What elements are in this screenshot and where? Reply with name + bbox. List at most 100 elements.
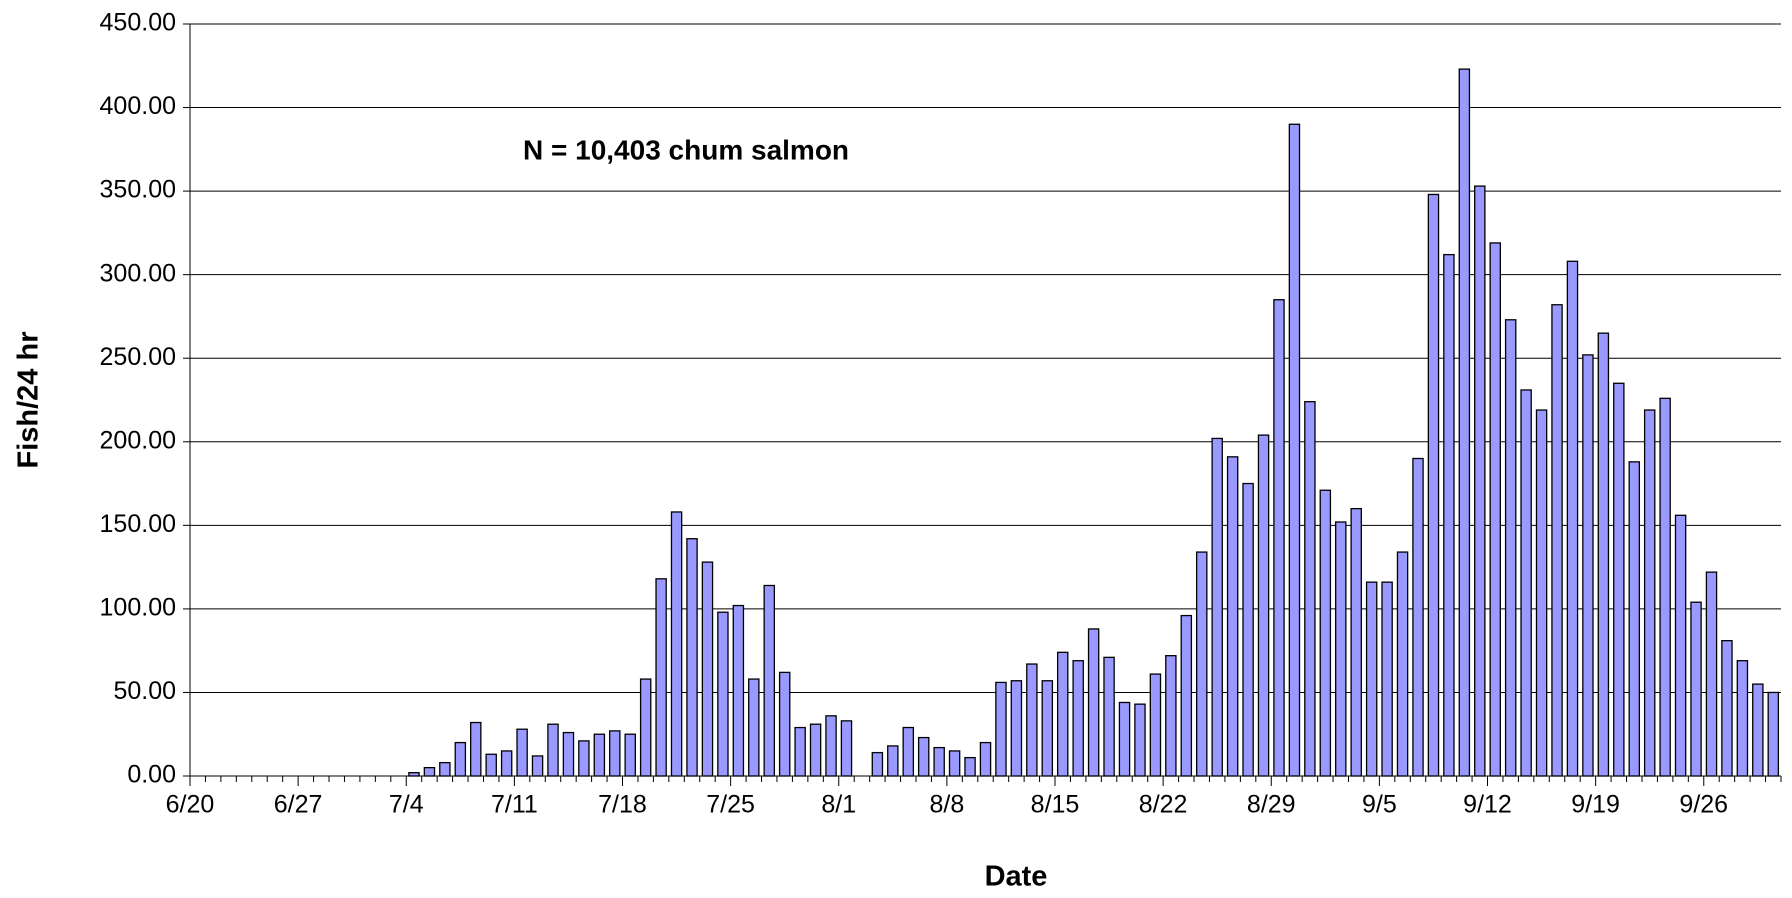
- bar: [1396, 551, 1409, 777]
- bar: [1659, 397, 1671, 777]
- bar: [1010, 680, 1023, 777]
- x-tick-label: 8/1: [821, 791, 856, 819]
- bar: [1566, 260, 1579, 777]
- y-tick-label: 300.00: [100, 259, 176, 287]
- bar: [485, 753, 497, 777]
- bar: [1690, 601, 1702, 777]
- bar: [1705, 571, 1718, 777]
- x-tick-label: 6/27: [274, 791, 323, 819]
- bar: [840, 720, 853, 777]
- bar: [1736, 660, 1749, 777]
- x-tick-label: 9/5: [1362, 791, 1397, 819]
- x-tick-label: 8/22: [1139, 791, 1188, 819]
- x-axis-title: Date: [985, 861, 1048, 893]
- bar: [1597, 332, 1610, 777]
- bar: [1026, 663, 1038, 777]
- bar: [1196, 551, 1208, 777]
- bar: [516, 728, 528, 777]
- bar: [670, 511, 683, 777]
- bar: [1474, 185, 1486, 777]
- bar: [423, 766, 436, 777]
- bar: [1180, 614, 1193, 777]
- bar: [995, 681, 1007, 777]
- bar: [1443, 253, 1455, 777]
- bar: [578, 740, 590, 777]
- bar: [454, 741, 467, 777]
- bar: [439, 761, 451, 777]
- y-tick-label: 350.00: [100, 176, 176, 204]
- bar: [1211, 437, 1223, 777]
- x-tick-label: 9/26: [1679, 791, 1728, 819]
- bar: [1103, 656, 1115, 777]
- bar: [1165, 655, 1177, 777]
- bar: [1056, 651, 1069, 777]
- x-tick-label: 7/4: [389, 791, 424, 819]
- annotation: N = 10,403 chum salmon: [523, 134, 849, 165]
- bar: [624, 733, 636, 777]
- x-tick-label: 8/8: [930, 791, 965, 819]
- bar: [1535, 409, 1548, 777]
- bar: [1118, 701, 1131, 777]
- bar: [686, 538, 698, 777]
- bar: [933, 746, 945, 777]
- bar: [1458, 68, 1471, 777]
- bar: [1288, 123, 1301, 777]
- bar: [1582, 354, 1594, 777]
- bar: [948, 750, 961, 777]
- x-tick-label: 9/19: [1571, 791, 1620, 819]
- bar: [1319, 489, 1332, 777]
- bar: [1628, 461, 1641, 777]
- bar: [1149, 673, 1162, 777]
- bar: [1365, 581, 1378, 777]
- bar: [531, 755, 544, 777]
- bar: [701, 561, 714, 777]
- bar: [1072, 660, 1084, 777]
- bar: [1767, 691, 1780, 777]
- y-tick-label: 450.00: [100, 9, 176, 37]
- bar: [778, 671, 791, 777]
- bar: [562, 731, 575, 777]
- y-tick-label: 50.00: [113, 677, 176, 705]
- bar: [1427, 193, 1440, 777]
- bar: [871, 751, 884, 777]
- bar: [902, 726, 915, 777]
- x-tick-label: 9/12: [1463, 791, 1512, 819]
- bar: [655, 578, 667, 777]
- bar: [1041, 680, 1054, 777]
- bar: [1613, 382, 1625, 777]
- bar: [1087, 628, 1100, 777]
- bar: [825, 715, 837, 777]
- bar: [763, 584, 775, 777]
- bar: [732, 604, 745, 777]
- y-tick-label: 150.00: [100, 510, 176, 538]
- x-tick-label: 6/20: [166, 791, 215, 819]
- y-axis-title: Fish/24 hr: [13, 332, 45, 469]
- bar: [609, 730, 621, 777]
- bar: [1242, 482, 1254, 777]
- bar: [748, 678, 760, 777]
- x-tick-label: 8/29: [1247, 791, 1296, 819]
- bar: [1551, 304, 1563, 777]
- bar: [1381, 581, 1393, 777]
- bar: [1752, 683, 1764, 777]
- bar: [1721, 639, 1733, 777]
- bar: [1520, 389, 1532, 777]
- bar: [887, 745, 899, 777]
- bar: [1504, 319, 1517, 777]
- x-tick-label: 7/25: [706, 791, 755, 819]
- y-tick-label: 400.00: [100, 92, 176, 120]
- bar: [408, 772, 420, 777]
- bar: [593, 733, 606, 777]
- x-tick-label: 7/18: [598, 791, 647, 819]
- bar: [964, 756, 976, 777]
- bar: [809, 723, 822, 777]
- bar: [470, 721, 482, 777]
- bar: [1134, 703, 1146, 777]
- bar: [1273, 299, 1285, 777]
- bar: [717, 611, 729, 777]
- bar: [1674, 514, 1687, 777]
- bar: [500, 750, 513, 777]
- bar: [794, 726, 806, 777]
- bar: [639, 678, 652, 777]
